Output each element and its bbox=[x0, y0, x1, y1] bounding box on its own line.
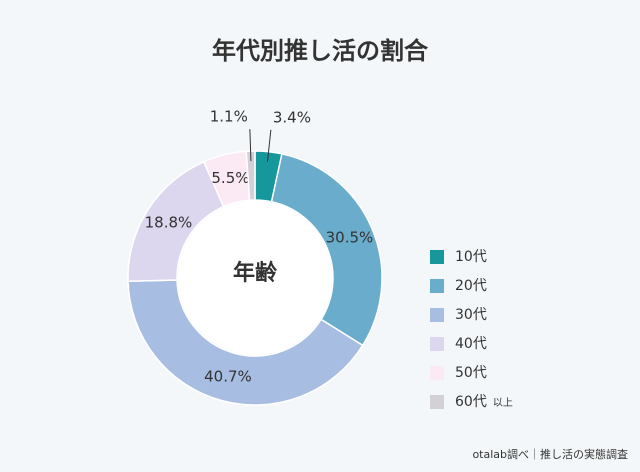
legend-label: 30代 bbox=[455, 307, 487, 323]
legend-label: 20代 bbox=[455, 278, 487, 294]
leader-line bbox=[266, 129, 272, 162]
donut-segment bbox=[270, 152, 383, 347]
data-label: 1.1% bbox=[210, 108, 248, 126]
legend-swatch bbox=[430, 395, 444, 409]
leader-line bbox=[249, 129, 252, 162]
legend-label: 40代 bbox=[455, 336, 487, 352]
data-label: 40.7% bbox=[204, 367, 252, 385]
legend-swatch bbox=[430, 250, 444, 264]
data-label: 18.8% bbox=[145, 214, 193, 232]
legend-swatch bbox=[430, 279, 444, 293]
donut-segment bbox=[245, 150, 256, 201]
legend-label: 60代 bbox=[455, 394, 487, 410]
data-label: 30.5% bbox=[326, 229, 374, 247]
source: otalab調べ｜推し活の実態調査 bbox=[472, 447, 628, 461]
donut-hole bbox=[178, 201, 332, 355]
legend-swatch bbox=[430, 337, 444, 351]
chart-title: 年代別推し活の割合 bbox=[212, 37, 429, 65]
legend-swatch bbox=[430, 366, 444, 380]
donut-segment bbox=[127, 279, 364, 406]
legend-label: 10代 bbox=[455, 249, 487, 265]
legend-note: 以上 bbox=[493, 397, 513, 409]
legend-label: 50代 bbox=[455, 365, 487, 381]
data-label: 5.5% bbox=[211, 169, 249, 187]
legend-swatch bbox=[430, 308, 444, 322]
center-label: 年齢 bbox=[233, 260, 278, 286]
data-label: 3.4% bbox=[273, 108, 311, 126]
